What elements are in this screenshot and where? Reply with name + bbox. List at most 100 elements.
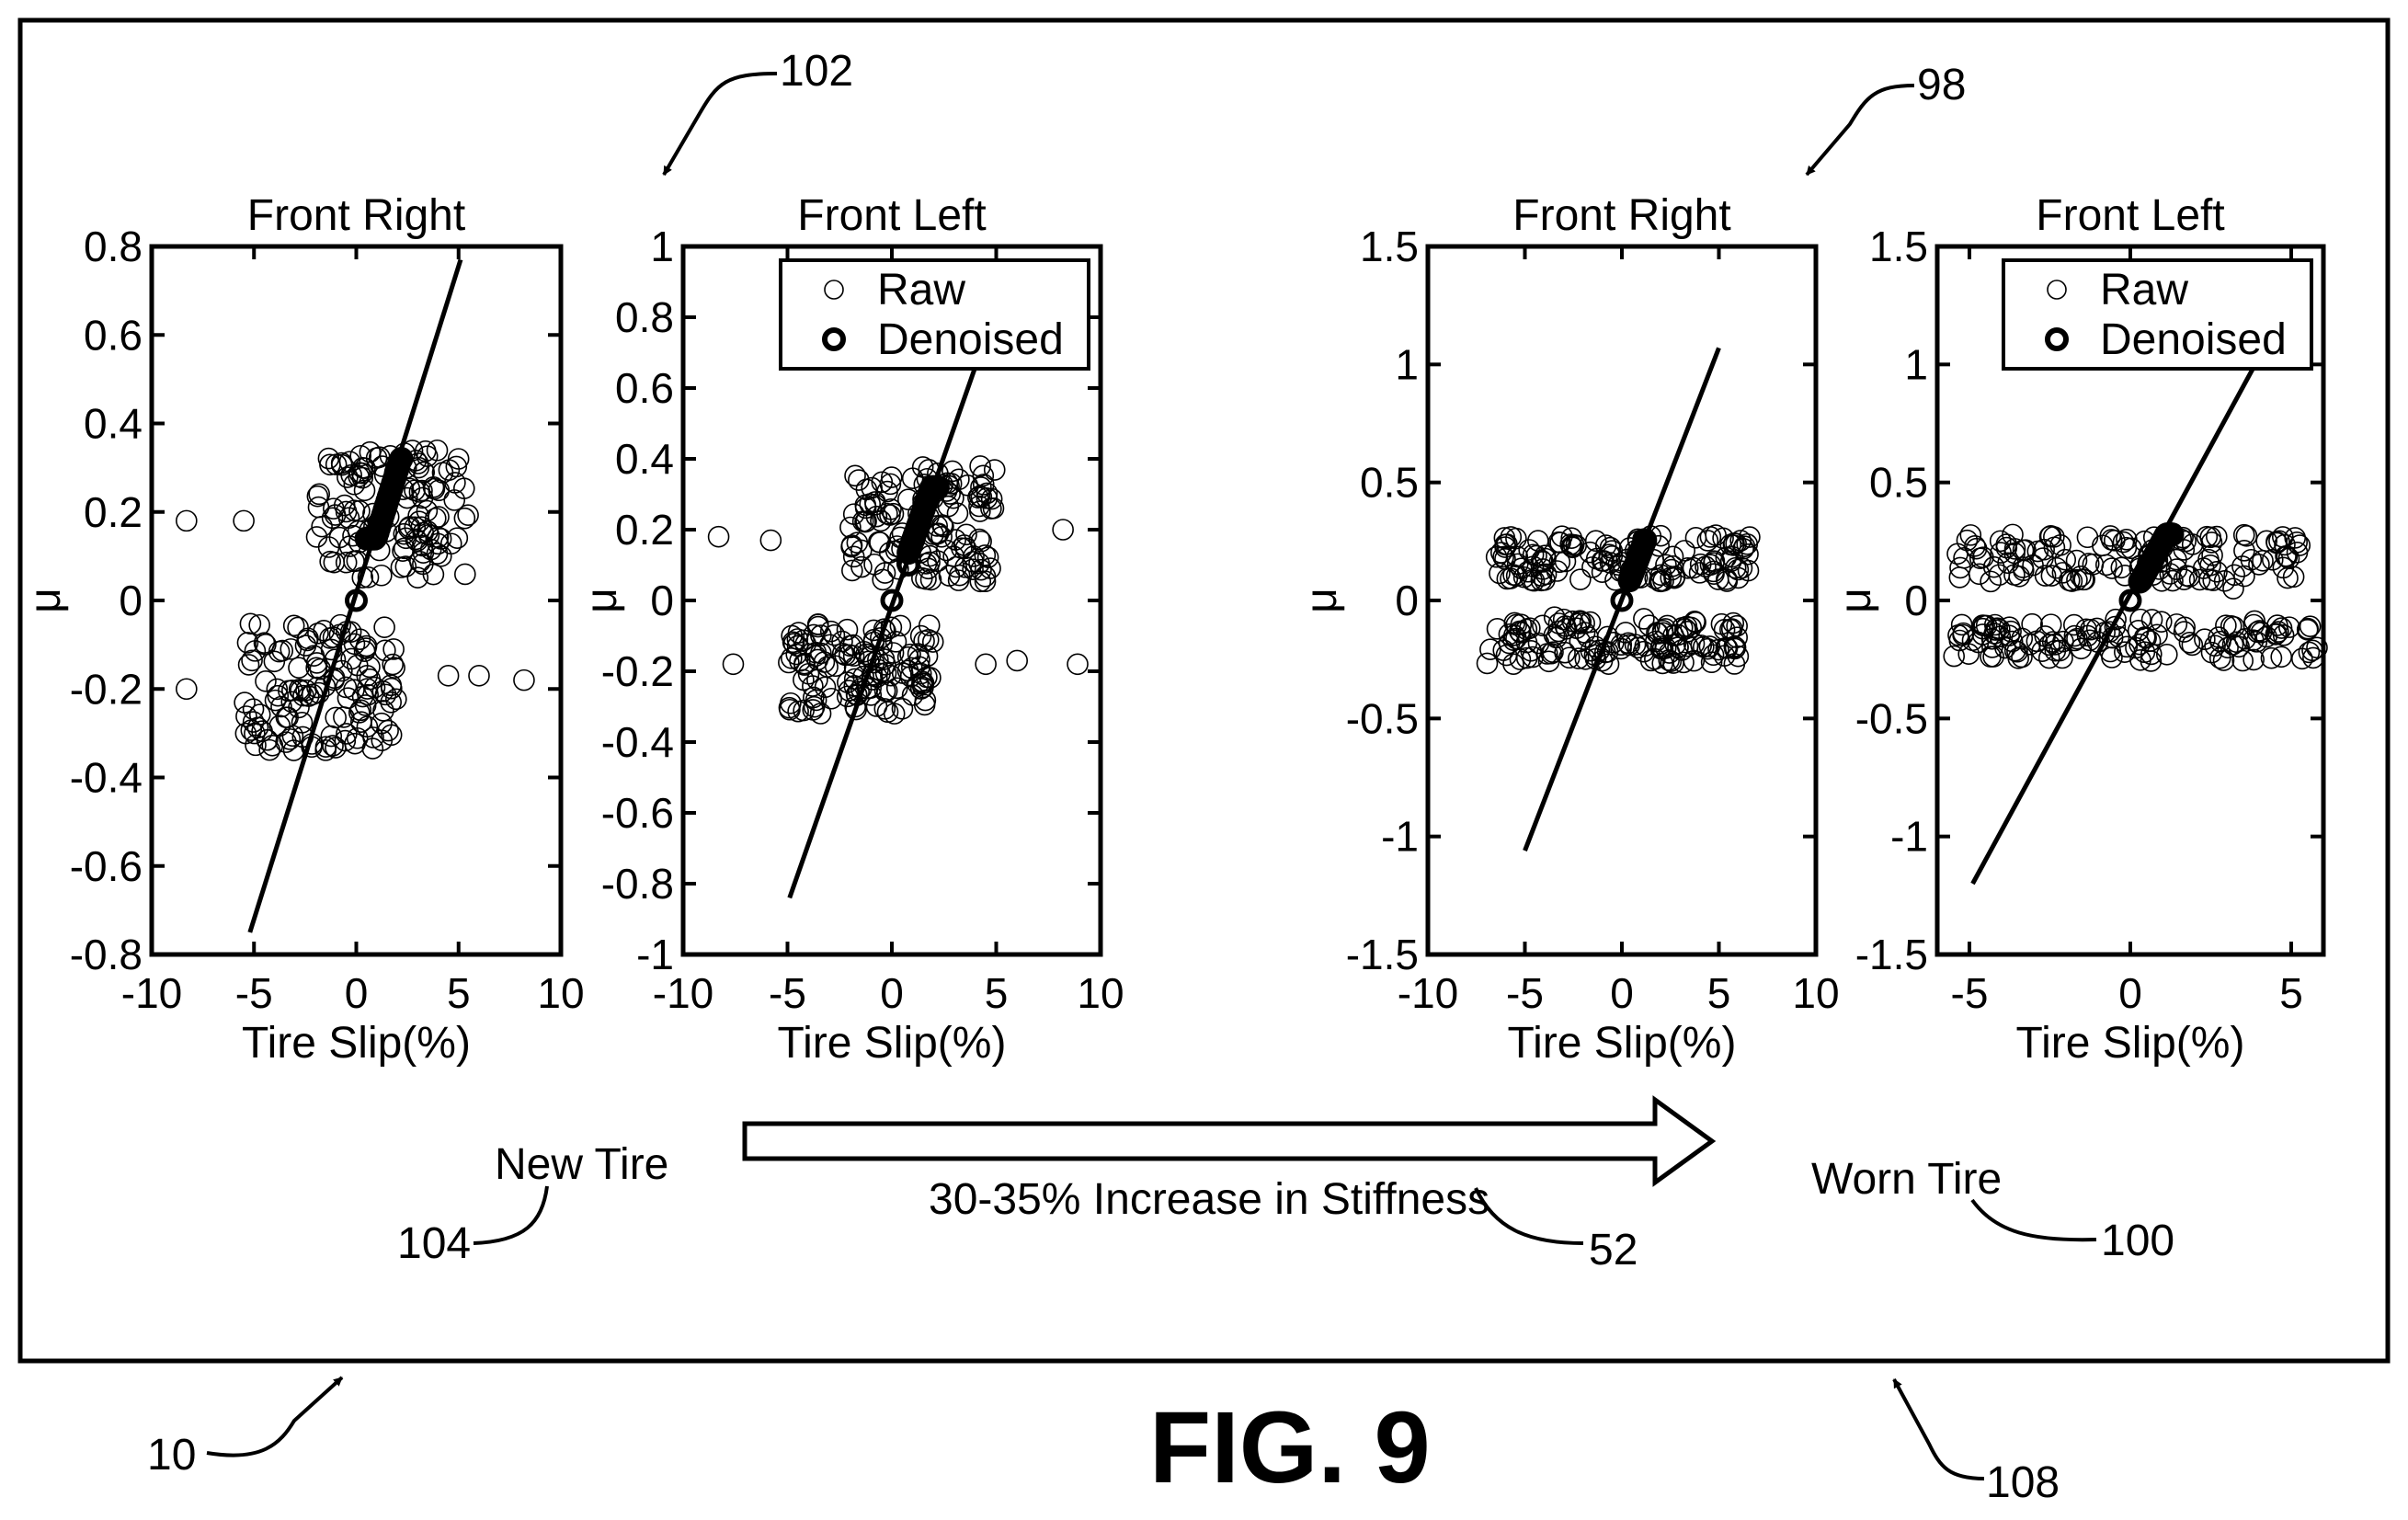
raw-point bbox=[1983, 623, 2005, 645]
x-axis-label: Tire Slip(%) bbox=[242, 1019, 471, 1068]
raw-point bbox=[1573, 622, 1596, 644]
raw-point bbox=[346, 726, 369, 749]
raw-point bbox=[1664, 633, 1687, 656]
raw-point bbox=[324, 504, 347, 526]
raw-point bbox=[359, 656, 381, 679]
legend-denoised-marker bbox=[822, 327, 846, 351]
raw-point bbox=[2105, 608, 2127, 631]
raw-point bbox=[2063, 624, 2086, 647]
raw-point bbox=[290, 680, 312, 702]
raw-point bbox=[2146, 623, 2168, 646]
raw-point bbox=[2140, 609, 2163, 631]
raw-point bbox=[513, 669, 535, 691]
raw-point bbox=[874, 654, 896, 676]
y-tick-label: -1 bbox=[1381, 813, 1419, 861]
raw-point bbox=[911, 670, 934, 692]
raw-point bbox=[416, 499, 439, 522]
y-tick-label: -0.2 bbox=[601, 647, 674, 695]
raw-point bbox=[263, 650, 286, 673]
reference-108: 108 bbox=[1892, 1378, 2060, 1507]
denoised-point bbox=[2118, 589, 2142, 612]
raw-point bbox=[2150, 611, 2173, 633]
raw-point bbox=[372, 700, 394, 722]
raw-point bbox=[447, 448, 470, 470]
raw-point bbox=[2181, 634, 2204, 657]
raw-point bbox=[1995, 536, 2018, 559]
raw-series bbox=[707, 455, 1089, 725]
raw-point bbox=[385, 688, 407, 711]
raw-point bbox=[781, 646, 803, 669]
y-tick-label: 0.5 bbox=[1360, 459, 1419, 507]
raw-point bbox=[1067, 653, 1089, 676]
denoised-point bbox=[345, 589, 368, 612]
raw-point bbox=[324, 648, 347, 670]
raw-point bbox=[1615, 622, 1637, 644]
raw-point bbox=[882, 502, 905, 525]
raw-point bbox=[2271, 526, 2294, 548]
raw-point bbox=[908, 648, 930, 671]
x-tick-label: -5 bbox=[235, 969, 273, 1017]
reference-104: 104 bbox=[397, 1185, 549, 1268]
raw-point bbox=[411, 479, 433, 502]
y-axis-label: μ bbox=[21, 588, 70, 613]
raw-point bbox=[2255, 625, 2277, 648]
raw-point bbox=[349, 699, 372, 722]
y-tick-label: -0.8 bbox=[70, 931, 143, 978]
raw-point bbox=[1610, 637, 1632, 660]
raw-point bbox=[383, 657, 405, 679]
denoised-point bbox=[925, 474, 950, 499]
raw-point bbox=[846, 531, 869, 554]
raw-point bbox=[831, 630, 853, 653]
raw-point bbox=[2231, 649, 2254, 672]
denoised-series bbox=[880, 474, 950, 612]
raw-point bbox=[970, 476, 992, 498]
ref-104-text: 104 bbox=[397, 1219, 471, 1268]
raw-point bbox=[1998, 624, 2020, 646]
raw-point bbox=[854, 510, 876, 533]
raw-point bbox=[2079, 629, 2101, 652]
raw-point bbox=[1997, 552, 2019, 575]
raw-point bbox=[1554, 641, 1576, 664]
raw-point bbox=[1503, 611, 1526, 634]
raw-point bbox=[416, 445, 439, 467]
raw-point bbox=[2054, 548, 2077, 571]
raw-point bbox=[872, 568, 894, 591]
raw-point bbox=[1639, 649, 1662, 672]
raw-point bbox=[1736, 532, 1759, 555]
raw-point bbox=[1948, 566, 1971, 589]
raw-point bbox=[2116, 528, 2138, 551]
denoised-point bbox=[2160, 522, 2185, 547]
raw-point bbox=[382, 653, 405, 676]
raw-point bbox=[1476, 652, 1499, 675]
raw-point bbox=[1502, 653, 1524, 675]
raw-point bbox=[1961, 629, 1984, 652]
raw-point bbox=[279, 728, 302, 750]
raw-point bbox=[2165, 613, 2188, 635]
legend-raw-label: Raw bbox=[2100, 266, 2188, 314]
raw-point bbox=[1505, 565, 1528, 588]
raw-point bbox=[932, 515, 954, 538]
raw-point bbox=[2037, 646, 2060, 669]
raw-point bbox=[814, 676, 837, 699]
y-tick-label: -1 bbox=[1890, 813, 1928, 861]
raw-point bbox=[2231, 555, 2254, 577]
raw-point bbox=[371, 564, 393, 587]
chart-title: Front Right bbox=[247, 191, 465, 240]
raw-point bbox=[382, 638, 405, 660]
raw-point bbox=[2288, 534, 2311, 556]
y-tick-label: 0.8 bbox=[615, 293, 674, 341]
y-tick-label: 0.4 bbox=[615, 435, 674, 483]
raw-point bbox=[308, 483, 330, 506]
raw-point bbox=[2223, 564, 2245, 587]
raw-point bbox=[1729, 530, 1752, 552]
raw-point bbox=[891, 662, 914, 684]
raw-point bbox=[357, 566, 380, 589]
raw-point bbox=[241, 649, 263, 672]
raw-point bbox=[882, 642, 905, 664]
legend-raw-marker bbox=[2047, 280, 2067, 300]
raw-point bbox=[972, 474, 995, 496]
raw-point bbox=[311, 515, 333, 538]
raw-point bbox=[2066, 568, 2088, 591]
raw-point bbox=[176, 678, 198, 701]
y-tick-label: 1.5 bbox=[1360, 223, 1419, 270]
